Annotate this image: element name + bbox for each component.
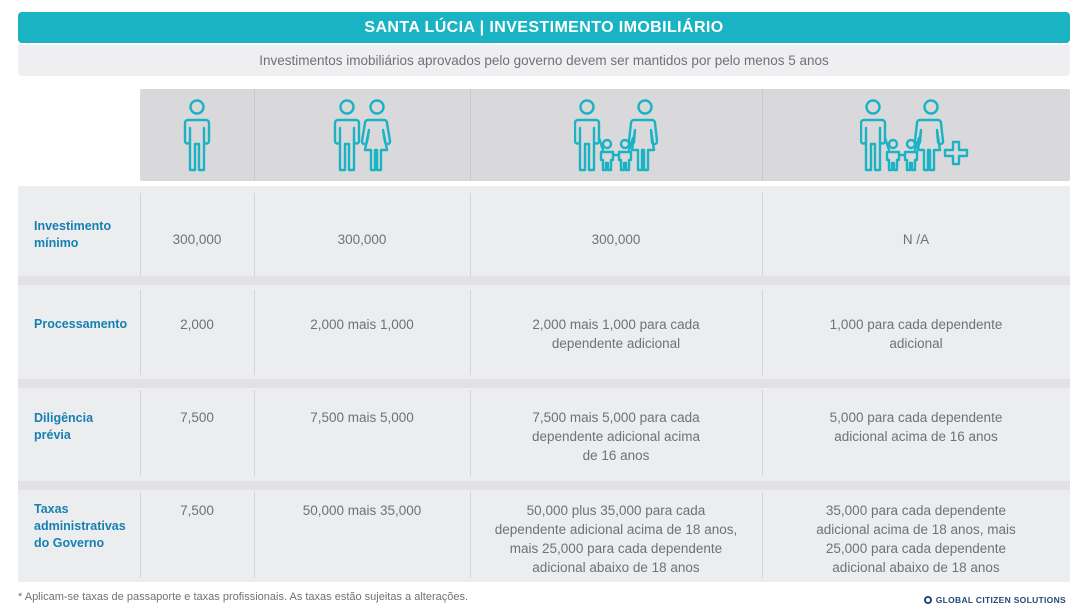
column-separator bbox=[254, 290, 255, 375]
table-cell: 7,500 bbox=[180, 410, 214, 425]
row-separator bbox=[18, 481, 1070, 490]
brand-logo-icon bbox=[923, 596, 932, 604]
row-separator bbox=[18, 276, 1070, 285]
column-separator bbox=[762, 193, 763, 276]
column-separator bbox=[140, 193, 141, 276]
table-cell: N /A bbox=[902, 232, 930, 247]
row-label-processamento: Processamento bbox=[34, 317, 128, 331]
table-cell: 7,500 mais 5,000 para cada dependente ad… bbox=[531, 410, 701, 463]
column-separator bbox=[140, 492, 141, 578]
column-separator bbox=[762, 390, 763, 476]
couple-icon bbox=[254, 89, 470, 181]
table-cell: 7,500 mais 5,000 bbox=[310, 410, 414, 425]
table-cell: 2,000 mais 1,000 para cada dependente ad… bbox=[532, 317, 700, 351]
table-cell: 50,000 mais 35,000 bbox=[302, 503, 422, 518]
footnote: * Aplicam-se taxas de passaporte e taxas… bbox=[18, 591, 469, 603]
row-label-taxas: Taxas administrativas do Governo bbox=[34, 502, 126, 550]
row-label-investimento: Investimento mínimo bbox=[34, 219, 112, 250]
table-cell: 300,000 bbox=[591, 232, 641, 247]
family-plus-icon bbox=[762, 89, 1070, 181]
table-cell: 2,000 bbox=[180, 317, 214, 332]
page-subtitle: Investimentos imobiliários aprovados pel… bbox=[18, 45, 1070, 76]
column-separator bbox=[470, 193, 471, 276]
table-cell: 35,000 para cada dependente adicional ac… bbox=[816, 503, 1016, 575]
column-separator bbox=[140, 290, 141, 375]
column-separator bbox=[254, 193, 255, 276]
brand-name: GLOBAL CITIZEN SOLUTIONS bbox=[935, 595, 1066, 605]
icon-divider bbox=[470, 89, 471, 181]
single-person-icon bbox=[140, 89, 254, 181]
table-cell: 5,000 para cada dependente adicional aci… bbox=[829, 410, 1003, 444]
brand-logo: GLOBAL CITIZEN SOLUTIONS bbox=[923, 595, 1066, 605]
column-separator bbox=[254, 390, 255, 476]
column-separator bbox=[140, 390, 141, 476]
family-icon bbox=[470, 89, 762, 181]
row-separator bbox=[18, 379, 1070, 388]
icon-divider bbox=[762, 89, 763, 181]
column-separator bbox=[470, 390, 471, 476]
column-separator bbox=[470, 290, 471, 375]
table-cell: 2,000 mais 1,000 bbox=[310, 317, 414, 332]
table-cell: 1,000 para cada dependente adicional bbox=[829, 317, 1003, 351]
column-separator bbox=[470, 492, 471, 578]
table-cell: 300,000 bbox=[337, 232, 387, 247]
icon-divider bbox=[254, 89, 255, 181]
row-label-diligencia: Diligência prévia bbox=[34, 411, 94, 442]
icon-header-band bbox=[140, 89, 1070, 181]
column-separator bbox=[762, 492, 763, 578]
table-cell: 300,000 bbox=[172, 232, 222, 247]
column-separator bbox=[254, 492, 255, 578]
column-separator bbox=[762, 290, 763, 375]
table-cell: 50,000 plus 35,000 para cada dependente … bbox=[494, 503, 738, 575]
table-cell: 7,500 bbox=[180, 503, 214, 518]
page-title: SANTA LÚCIA | INVESTIMENTO IMOBILIÁRIO bbox=[18, 12, 1070, 43]
